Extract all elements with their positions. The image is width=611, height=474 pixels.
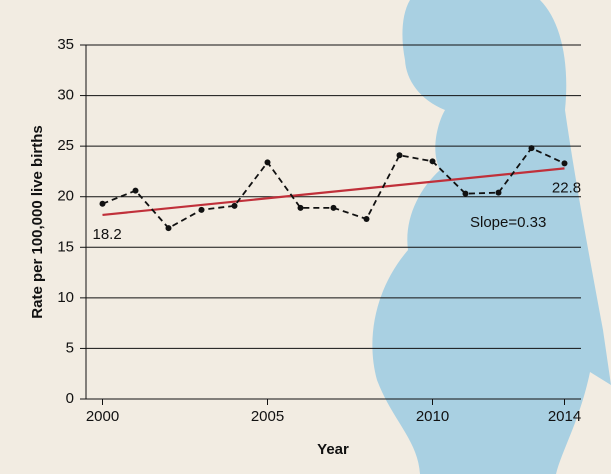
y-tick-label: 25 (57, 137, 74, 154)
y-tick-label: 5 (66, 339, 74, 356)
data-point (496, 190, 502, 196)
trend-label: 22.8 (552, 179, 581, 196)
data-point (166, 225, 172, 231)
x-tick-label: 2014 (548, 408, 581, 425)
x-tick-label: 2010 (416, 408, 449, 425)
data-point (463, 191, 469, 197)
x-tick-label: 2000 (86, 408, 119, 425)
page: Rate per 100,000 live births Year 0 5 10 15… (0, 0, 611, 474)
data-point (562, 160, 568, 166)
y-tick-label: 0 (66, 390, 74, 407)
y-tick-label: 35 (57, 36, 74, 53)
chart: Rate per 100,000 live births Year 0 5 10 15… (0, 0, 611, 474)
annotation: Slope=0.33 (470, 214, 546, 231)
y-tick-label: 15 (57, 238, 74, 255)
data-point (529, 145, 535, 151)
data-point (199, 207, 205, 213)
y-tick-label: 30 (57, 87, 74, 104)
data-point (364, 216, 370, 222)
y-tick-label: 10 (57, 289, 74, 306)
data-point (298, 205, 304, 211)
x-axis-title: Year (317, 441, 349, 458)
data-point (100, 201, 106, 207)
data-point (265, 159, 271, 165)
data-point (331, 205, 337, 211)
data-point (232, 203, 238, 209)
y-tick-label: 20 (57, 188, 74, 205)
data-point (133, 188, 139, 194)
data-point (430, 158, 436, 164)
x-tick-label: 2005 (251, 408, 284, 425)
data-point (397, 152, 403, 158)
trend-label: 18.2 (93, 226, 122, 243)
y-axis-title: Rate per 100,000 live births (29, 125, 46, 318)
